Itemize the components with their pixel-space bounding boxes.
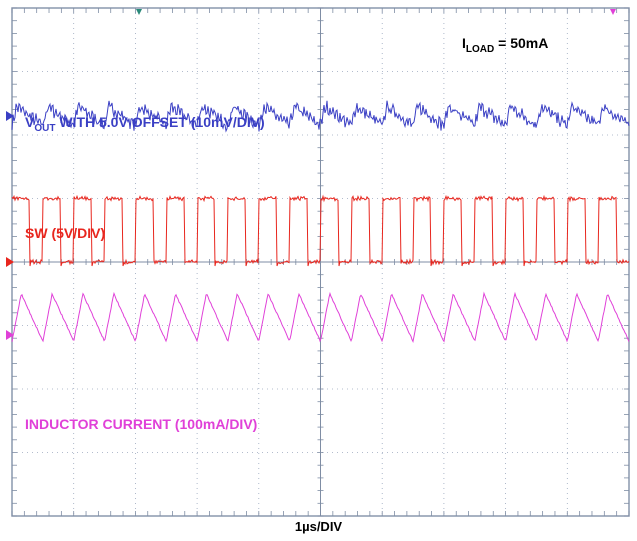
- trigger-level-icon: [610, 9, 616, 15]
- trace-inductor-current: [11, 291, 630, 344]
- traces: [11, 100, 630, 344]
- load-current-label: ILOAD = 50mA: [462, 35, 548, 55]
- sw-trace-label: SW (5V/DIV): [25, 225, 105, 241]
- trace-vout: [11, 100, 630, 133]
- channel-marker-icon: [6, 257, 14, 267]
- vout-trace-label: VOUT WITH 5.0V OFFSET (10mV/DIV): [25, 114, 265, 134]
- channel-markers: [6, 9, 616, 341]
- inductor-current-trace-label: INDUCTOR CURRENT (100mA/DIV): [25, 416, 257, 432]
- trigger-position-icon: [136, 9, 142, 15]
- trace-sw: [11, 194, 630, 267]
- time-per-division-label: 1µs/DIV: [294, 519, 343, 534]
- channel-marker-icon: [6, 330, 14, 341]
- channel-marker-icon: [6, 110, 14, 121]
